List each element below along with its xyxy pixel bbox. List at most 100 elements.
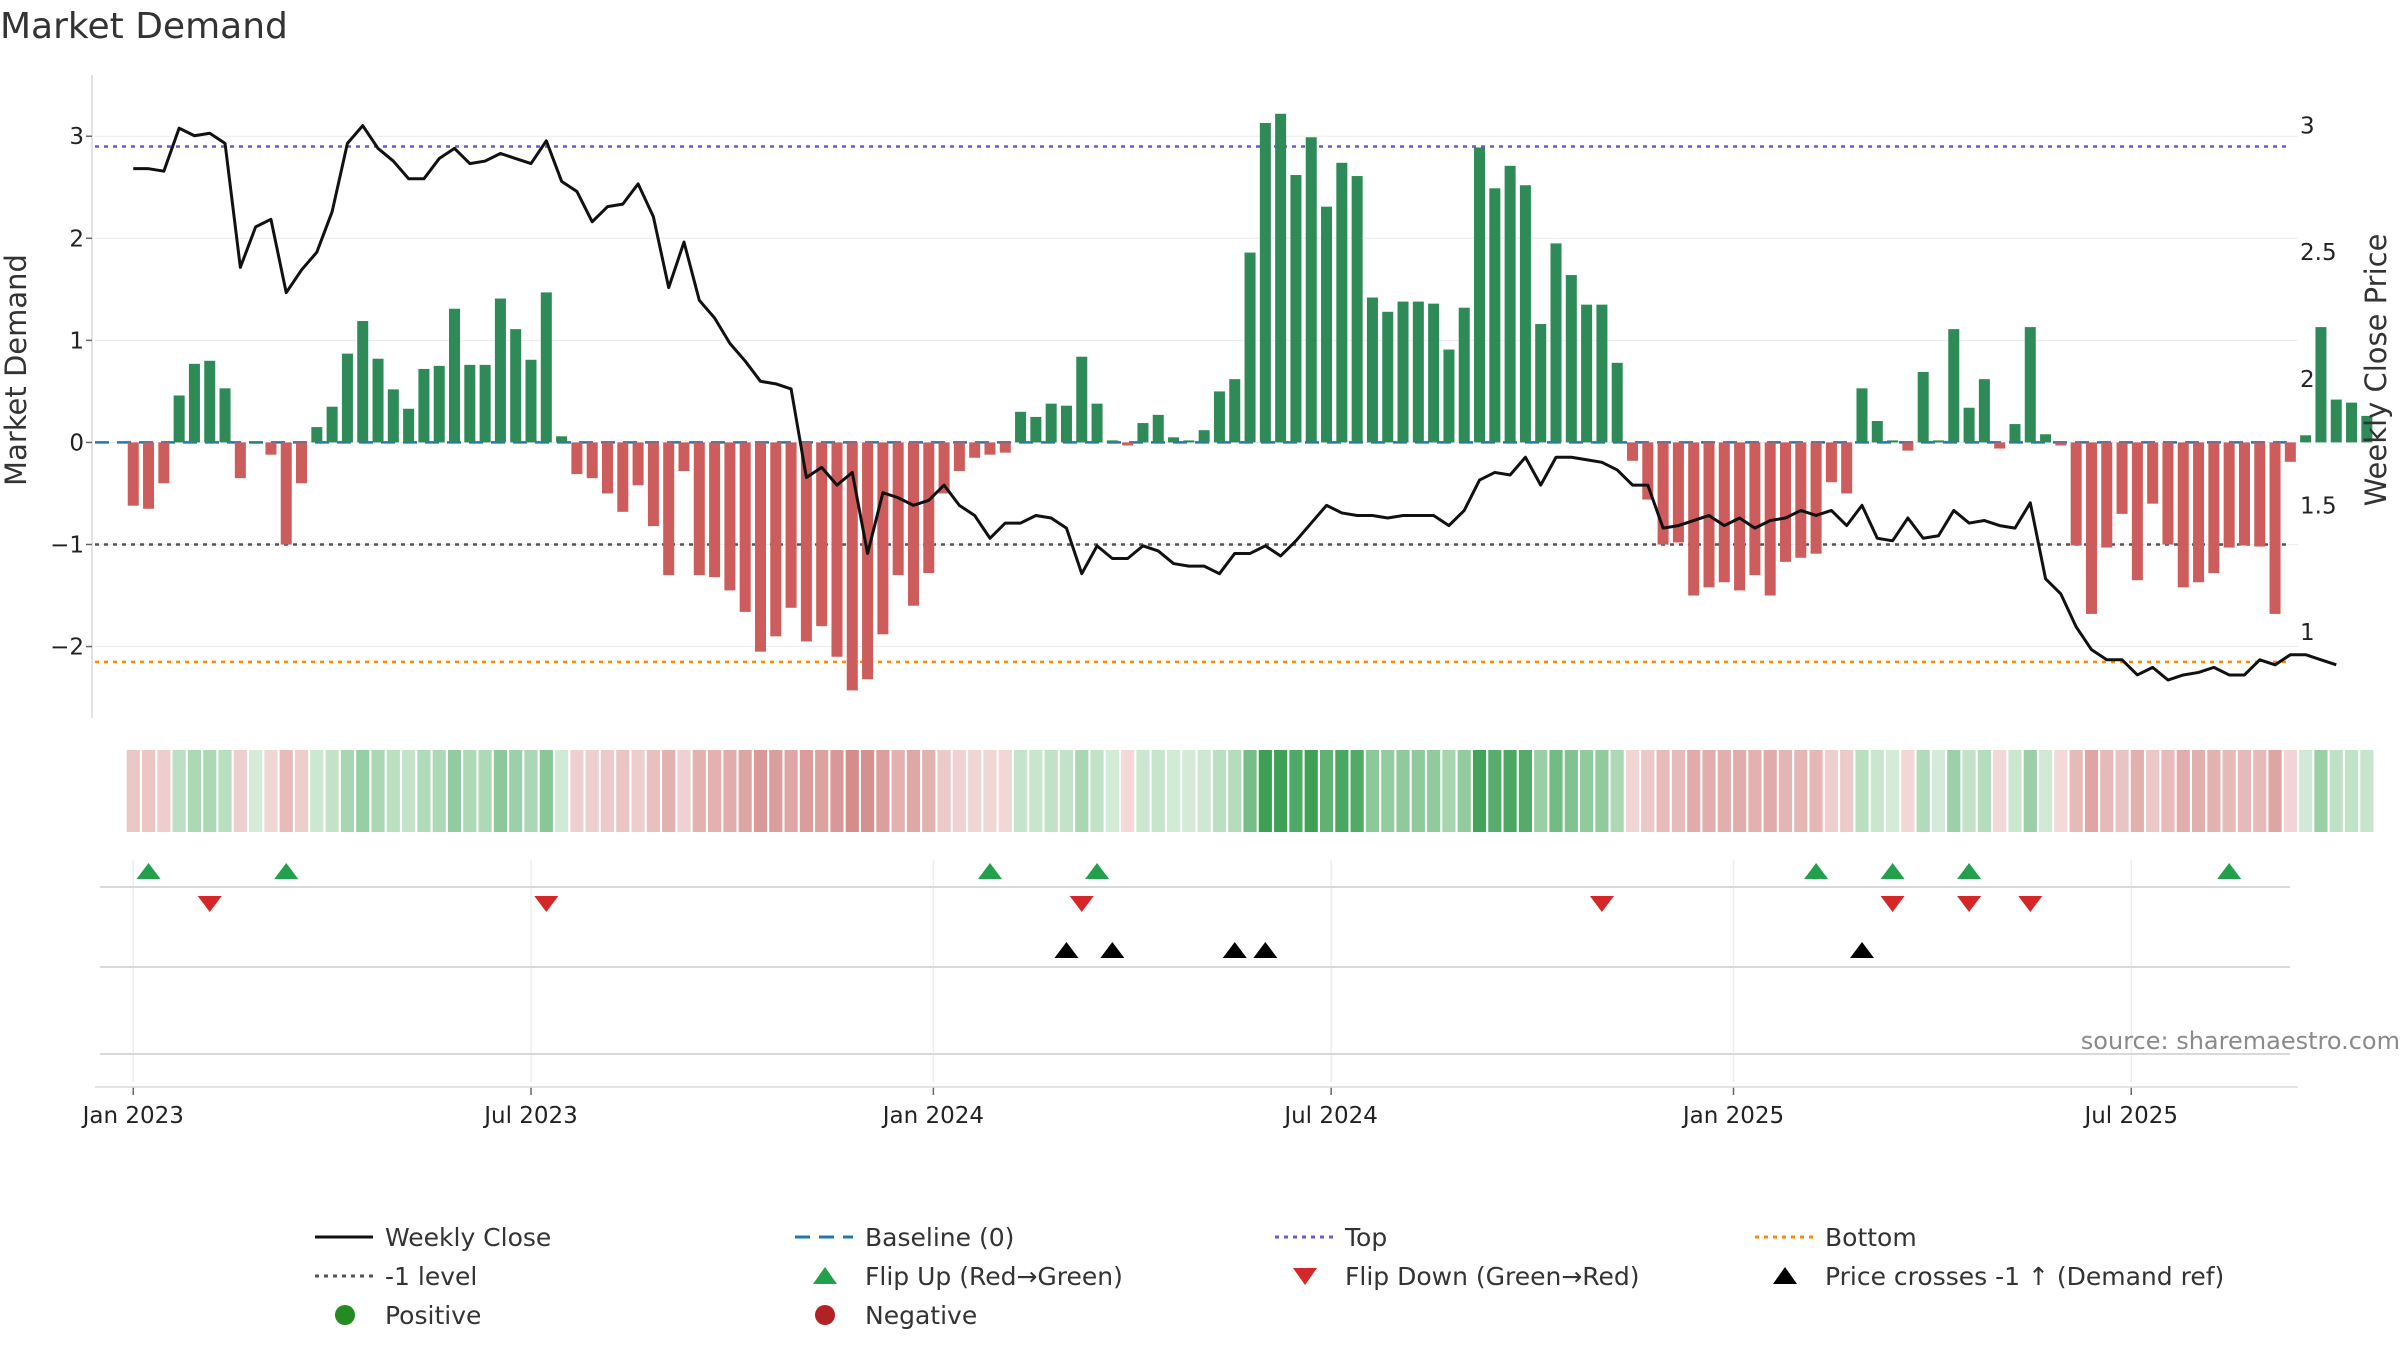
strip-cell xyxy=(1901,750,1915,832)
strip-cell xyxy=(1855,750,1869,832)
demand-bar xyxy=(647,442,659,527)
strip-cell xyxy=(600,750,615,832)
demand-bar xyxy=(739,442,751,612)
demand-bar xyxy=(188,363,200,443)
demand-bar xyxy=(464,364,476,443)
demand-bar xyxy=(709,442,721,578)
strip-cell xyxy=(1595,750,1609,832)
strip-cell xyxy=(1411,750,1425,832)
demand-bar xyxy=(1428,303,1440,443)
strip-cell xyxy=(983,750,997,832)
reference-lines xyxy=(95,145,2290,664)
strip-cell xyxy=(2084,750,2099,832)
flip-down-marker xyxy=(1589,896,1614,912)
demand-bar xyxy=(403,408,415,443)
strip-cell xyxy=(1717,750,1731,832)
strip-cell xyxy=(2038,750,2053,832)
right-tick-label: 3 xyxy=(2300,114,2315,140)
demand-bar xyxy=(632,442,644,486)
strip-cell xyxy=(906,750,921,832)
strip-cell xyxy=(1059,750,1074,832)
strip-cell xyxy=(233,750,247,832)
demand-bar xyxy=(173,395,185,443)
x-tick-label: Jan 2024 xyxy=(881,1103,984,1129)
legend-label: Negative xyxy=(865,1301,977,1330)
legend-label: Positive xyxy=(385,1301,481,1330)
demand-bar xyxy=(1213,391,1225,443)
legend-item-cross: Price crosses -1 ↑ (Demand ref) xyxy=(1773,1262,2224,1291)
demand-bar xyxy=(1152,414,1164,443)
demand-bar xyxy=(571,442,583,475)
demand-bar xyxy=(1779,442,1791,562)
strip-cell xyxy=(2115,750,2129,832)
demand-bar xyxy=(2162,442,2174,545)
demand-bar xyxy=(770,442,782,637)
legend-label: Weekly Close xyxy=(385,1223,551,1252)
strip-cell xyxy=(1993,750,2007,832)
demand-bar xyxy=(800,442,812,642)
demand-bar xyxy=(433,365,445,443)
strip-cell xyxy=(2100,750,2114,832)
right-tick-label: 2.5 xyxy=(2300,240,2337,266)
strip-cell xyxy=(1778,750,1793,832)
legend-swatch xyxy=(1293,1268,1317,1285)
demand-bar xyxy=(418,368,430,443)
right-axis-ticks: 1 1.5 2 2.5 3 xyxy=(2300,114,2337,646)
demand-bar xyxy=(357,320,369,443)
demand-bar xyxy=(1198,430,1210,443)
flip-up-marker xyxy=(1880,863,1905,879)
x-tick-label: Jan 2023 xyxy=(81,1103,184,1129)
demand-bar xyxy=(479,364,491,443)
strip-cell xyxy=(1763,750,1777,832)
strip-cell xyxy=(1182,750,1196,832)
legend-swatch xyxy=(1773,1267,1797,1284)
left-tick-label: 0 xyxy=(69,430,84,456)
right-tick-label: 1.5 xyxy=(2300,493,2337,519)
strip-cell xyxy=(2237,750,2252,832)
demand-bar xyxy=(1474,147,1486,443)
demand-bar xyxy=(2147,442,2159,504)
flip-down-marker xyxy=(1880,896,1905,912)
demand-bar xyxy=(1106,440,1118,443)
strip-cell xyxy=(631,750,645,832)
demand-bar xyxy=(1887,440,1899,443)
strip-cell xyxy=(998,750,1012,832)
demand-bar xyxy=(540,292,552,443)
left-tick-label: −1 xyxy=(50,532,84,558)
demand-bar xyxy=(2269,442,2281,614)
demand-bar xyxy=(372,358,384,443)
left-axis-ticks: −2 −1 0 1 2 3 xyxy=(50,124,92,661)
demand-bar xyxy=(969,442,981,458)
strip-cell xyxy=(249,750,263,832)
strip-cell xyxy=(2283,750,2297,832)
demand-bar xyxy=(892,442,904,576)
demand-bar xyxy=(1030,416,1042,443)
demand-bar xyxy=(1351,176,1363,443)
strip-cell xyxy=(340,750,355,832)
demand-bar xyxy=(617,442,629,512)
demand-bar xyxy=(1122,442,1134,446)
demand-bar xyxy=(1045,403,1057,443)
demand-bar xyxy=(2361,415,2373,443)
demand-bar xyxy=(2254,442,2266,547)
strip-cell xyxy=(1687,750,1701,832)
strip-cell xyxy=(432,750,446,832)
demand-bar xyxy=(1060,405,1072,443)
flip-markers-panel xyxy=(100,863,2290,912)
demand-bar xyxy=(1795,442,1807,558)
strip-cell xyxy=(279,750,293,832)
strip-cell xyxy=(126,750,140,832)
demand-bar xyxy=(586,442,598,479)
strip-cell xyxy=(891,750,905,832)
strip-cell xyxy=(1289,750,1303,832)
strip-cell xyxy=(187,750,202,832)
demand-bar xyxy=(1948,329,1960,443)
demand-bar xyxy=(2330,399,2342,443)
strip-cell xyxy=(1166,750,1181,832)
strip-cell xyxy=(830,750,844,832)
left-tick-label: 1 xyxy=(69,328,84,354)
strip-cell xyxy=(1549,750,1563,832)
demand-bar xyxy=(1305,137,1317,443)
strip-cell xyxy=(1809,750,1823,832)
